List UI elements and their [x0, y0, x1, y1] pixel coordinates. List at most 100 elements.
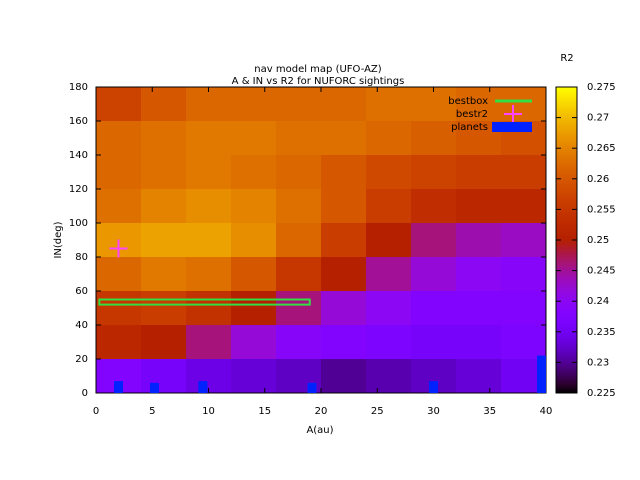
heat-cell — [411, 155, 457, 190]
heat-cell — [231, 155, 277, 190]
heat-cell — [366, 87, 412, 122]
legend-label: bestr2 — [456, 109, 488, 120]
heat-cell — [231, 223, 277, 258]
y-axis-label: IN(deg) — [53, 221, 64, 258]
heat-cell — [186, 359, 232, 394]
colorbar-tick-label: 0.27 — [587, 113, 609, 124]
x-tick-label: 30 — [427, 406, 440, 417]
heat-cell — [366, 121, 412, 156]
heat-cell — [141, 257, 187, 292]
chart-subtitle: A & IN vs R2 for NUFORC sightings — [232, 76, 405, 87]
y-tick-label: 40 — [75, 320, 88, 331]
heat-cell — [231, 325, 277, 360]
heat-cell — [96, 155, 142, 190]
legend-swatch — [504, 105, 522, 123]
planet-bar — [429, 381, 438, 393]
heat-cell — [321, 121, 367, 156]
x-tick-label: 5 — [149, 406, 155, 417]
heat-cell — [366, 325, 412, 360]
heat-cell — [141, 155, 187, 190]
heat-cell — [186, 87, 232, 122]
planet-bar — [150, 382, 159, 393]
heat-cell — [96, 325, 142, 360]
heat-cell — [96, 291, 142, 326]
heat-cell — [456, 189, 502, 224]
y-tick-label: 140 — [69, 150, 88, 161]
y-tick-label: 120 — [69, 184, 88, 195]
x-tick-label: 15 — [258, 406, 271, 417]
heat-cell — [231, 189, 277, 224]
heat-cell — [96, 189, 142, 224]
heat-cell — [96, 121, 142, 156]
heat-cell — [276, 189, 322, 224]
heat-cell — [321, 87, 367, 122]
heat-cell — [231, 257, 277, 292]
heat-cell — [411, 325, 457, 360]
bestbox — [98, 298, 311, 306]
heat-cell — [501, 189, 547, 224]
heat-cell — [321, 359, 367, 394]
heat-cell — [186, 121, 232, 156]
x-tick-label: 20 — [315, 406, 328, 417]
heat-cell — [96, 257, 142, 292]
colorbar-label: R2 — [560, 53, 573, 64]
legend-swatch — [492, 122, 532, 132]
heat-cell — [456, 325, 502, 360]
heat-cell — [276, 121, 322, 156]
heat-cell — [141, 189, 187, 224]
legend-label: planets — [451, 122, 488, 133]
heat-cell — [231, 291, 277, 326]
heat-cell — [186, 325, 232, 360]
heat-cell — [411, 223, 457, 258]
y-tick-label: 100 — [69, 218, 88, 229]
heat-cell — [501, 257, 547, 292]
colorbar-tick-label: 0.23 — [587, 357, 609, 368]
colorbar-tick-label: 0.235 — [587, 327, 616, 338]
heat-cell — [186, 257, 232, 292]
colorbar-tick-label: 0.275 — [587, 82, 616, 93]
heat-cell — [321, 189, 367, 224]
colorbar-tick-label: 0.26 — [587, 174, 609, 185]
y-tick-label: 20 — [75, 354, 88, 365]
heat-cell — [501, 325, 547, 360]
y-tick-label: 180 — [69, 82, 88, 93]
colorbar-tick-label: 0.225 — [587, 388, 616, 399]
heat-cell — [456, 257, 502, 292]
heat-cell — [141, 291, 187, 326]
heat-cell — [366, 155, 412, 190]
colorbar-tick-label: 0.245 — [587, 266, 616, 277]
heat-cell — [456, 359, 502, 394]
x-tick-label: 25 — [371, 406, 384, 417]
heat-cell — [456, 155, 502, 190]
heat-cell — [456, 291, 502, 326]
colorbar-tick-label: 0.255 — [587, 204, 616, 215]
x-tick-label: 0 — [93, 406, 99, 417]
heat-cell — [366, 359, 412, 394]
planet-bar — [114, 381, 123, 393]
heat-cell — [276, 325, 322, 360]
heat-cell — [141, 121, 187, 156]
heat-cell — [321, 155, 367, 190]
x-tick-label: 10 — [202, 406, 215, 417]
heat-cell — [366, 189, 412, 224]
heat-cell — [186, 291, 232, 326]
heat-cell — [276, 87, 322, 122]
y-tick-label: 160 — [69, 116, 88, 127]
heat-cell — [276, 257, 322, 292]
bestr2-point — [109, 239, 128, 258]
heat-cell — [456, 87, 502, 122]
chart-title: nav model map (UFO-AZ) — [254, 64, 381, 75]
heat-cell — [321, 223, 367, 258]
heat-cell — [141, 87, 187, 122]
heat-cell — [366, 291, 412, 326]
y-tick-label: 60 — [75, 286, 88, 297]
heat-cell — [501, 291, 547, 326]
heat-cell — [141, 359, 187, 394]
heat-cell — [231, 359, 277, 394]
x-tick-label: 40 — [540, 406, 553, 417]
heat-cell — [501, 87, 547, 122]
planet-bar — [537, 355, 546, 393]
heat-cell — [141, 223, 187, 258]
x-axis-label: A(au) — [306, 425, 333, 436]
